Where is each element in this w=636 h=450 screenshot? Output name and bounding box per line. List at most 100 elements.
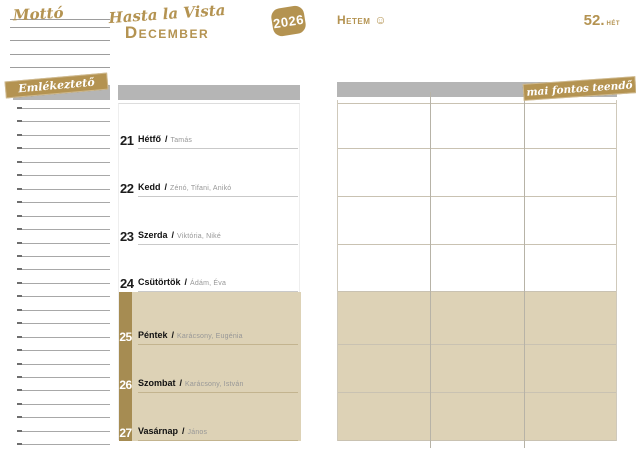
day-underline: [138, 196, 298, 197]
day-row-26: 26 Szombat / Karácsony, István: [119, 345, 301, 393]
line-start-tick: [17, 349, 22, 352]
line-start-tick: [17, 147, 22, 150]
day-row-21: 21 Hétfő / Tamás: [119, 104, 301, 149]
line-start-tick: [17, 201, 22, 204]
reminder-line: [17, 201, 110, 204]
day-row-24: 24 Csütörtök / Ádám, Éva: [119, 245, 301, 292]
day-namedays: Tamás: [170, 137, 193, 144]
day-slash: /: [182, 426, 185, 436]
day-namedays: Karácsony, Eugénia: [177, 333, 243, 340]
grid-horizontal-line: [337, 440, 617, 441]
grid-horizontal-line: [337, 244, 617, 245]
reminder-line: [17, 160, 110, 163]
grid-side-border: [337, 100, 338, 441]
grid-horizontal-line: [337, 291, 617, 292]
reminder-line: [17, 295, 110, 298]
day-underline: [138, 392, 298, 393]
day-slash: /: [184, 277, 188, 287]
day-name: Kedd: [138, 182, 161, 192]
day-label: Péntek / Karácsony, Eugénia: [138, 325, 243, 343]
notes-holiday-shading: [337, 291, 617, 441]
day-label: Hétfő / Tamás: [138, 129, 192, 147]
reminder-line: [17, 335, 110, 338]
line-start-tick: [17, 187, 22, 190]
day-label: Szombat / Karácsony, István: [138, 373, 244, 391]
reminder-line: [17, 402, 110, 405]
reminder-line: [17, 133, 110, 136]
day-label: Szerda / Viktória, Niké: [138, 225, 221, 243]
reminder-line: [17, 254, 110, 257]
day-label: Kedd / Zénó, Tifani, Anikó: [138, 177, 231, 195]
line-start-tick: [17, 241, 22, 244]
line-start-tick: [17, 120, 22, 123]
day-underline: [138, 244, 298, 245]
reminder-line: [17, 120, 110, 123]
day-list: 21 Hétfő / Tamás 22 Kedd / Zénó, Tifani, Anikó 2…: [118, 103, 301, 441]
day-name: Péntek: [138, 330, 168, 340]
line-start-tick: [17, 295, 22, 298]
grid-horizontal-line: [337, 344, 617, 345]
reminder-line: [17, 214, 110, 217]
week-number-value: 52.: [583, 12, 605, 29]
grid-vertical-line: [524, 92, 525, 448]
line-start-tick: [17, 228, 22, 231]
reminder-line: [17, 187, 110, 190]
day-name: Szerda: [138, 230, 168, 240]
day-number: 24: [120, 276, 134, 291]
line-start-tick: [17, 174, 22, 177]
day-row-25: 25 Péntek / Karácsony, Eugénia: [119, 292, 301, 345]
line-start-tick: [17, 402, 22, 405]
day-number: 23: [120, 229, 134, 244]
motto-line: [10, 40, 110, 41]
day-namedays: János: [187, 429, 208, 436]
day-number: 22: [120, 181, 134, 196]
day-label: Csütörtök / Ádám, Éva: [138, 272, 226, 290]
year-badge-text: 2026: [272, 11, 305, 31]
week-header-bar: [118, 85, 300, 100]
week-number: 52. hét: [584, 12, 620, 30]
day-number: 21: [120, 133, 134, 148]
holiday-day-strip: [119, 345, 132, 393]
line-start-tick: [17, 160, 22, 163]
motto-line: [10, 26, 110, 28]
line-start-tick: [17, 308, 22, 311]
notes-grid: [337, 92, 617, 448]
line-start-tick: [17, 214, 22, 217]
my-week-text: Hetem: [337, 13, 371, 27]
day-row-22: 22 Kedd / Zénó, Tifani, Anikó: [119, 149, 301, 197]
day-slash: /: [164, 182, 168, 192]
day-number: 25: [119, 330, 132, 344]
grid-horizontal-line: [337, 392, 617, 393]
line-start-tick: [17, 429, 22, 432]
day-row-23: 23 Szerda / Viktória, Niké: [119, 197, 301, 245]
day-name: Hétfő: [138, 134, 161, 144]
motto-lines: [10, 0, 110, 80]
motto-line: [10, 67, 110, 68]
day-name: Csütörtök: [138, 277, 181, 287]
day-namedays: Ádám, Éva: [190, 280, 227, 287]
day-slash: /: [179, 378, 183, 388]
day-slash: /: [165, 134, 168, 144]
holiday-day-strip: [119, 292, 132, 345]
grid-horizontal-line: [337, 148, 617, 149]
line-start-tick: [17, 362, 22, 365]
reminder-line: [17, 376, 110, 378]
day-underline: [138, 148, 298, 149]
motto-line: [10, 53, 110, 55]
reminder-line: [17, 147, 110, 150]
line-start-tick: [17, 107, 22, 109]
day-number: 26: [119, 378, 132, 392]
week-number-label: hét: [606, 18, 620, 27]
line-start-tick: [17, 268, 22, 271]
smiley-icon: ☺: [374, 13, 388, 27]
reminder-line: [17, 443, 110, 446]
todo-ribbon: mai fontos teendő: [522, 76, 636, 101]
reminder-line: [17, 228, 110, 231]
day-label: Vasárnap / János: [138, 421, 207, 439]
reminder-line: [17, 429, 110, 432]
motto-line: [10, 19, 110, 20]
reminder-line: [17, 389, 110, 392]
grid-horizontal-line: [337, 103, 617, 104]
reminder-line: [17, 362, 110, 365]
